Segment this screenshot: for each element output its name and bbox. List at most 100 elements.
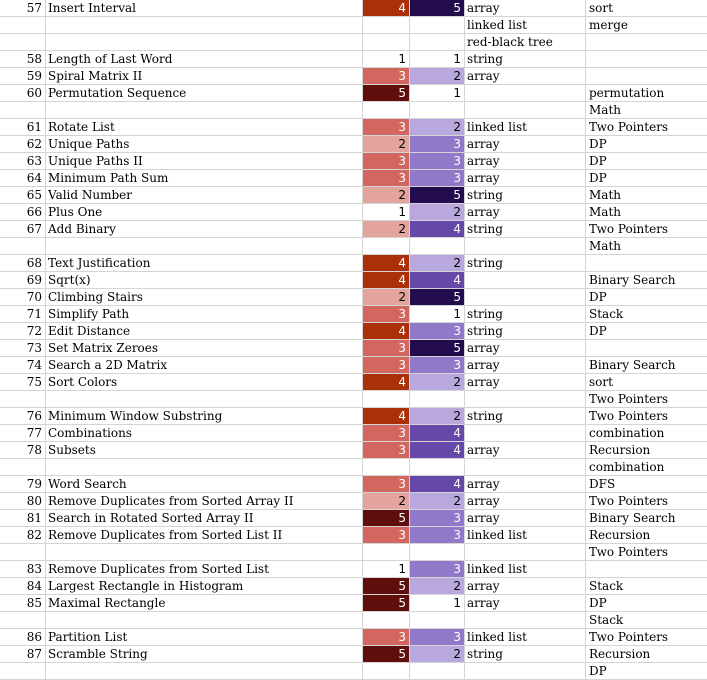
data-structure-cell[interactable]: array — [465, 493, 586, 510]
data-structure-cell[interactable]: array — [465, 374, 586, 391]
problem-name-cell[interactable]: Sqrt(x) — [46, 272, 363, 289]
algorithm-cell[interactable]: DP — [586, 595, 707, 612]
difficulty-cell[interactable]: 3 — [363, 306, 410, 323]
algorithm-cell[interactable] — [586, 34, 707, 51]
algorithm-cell[interactable] — [586, 340, 707, 357]
problem-number-cell[interactable] — [0, 663, 46, 680]
data-structure-cell[interactable]: string — [465, 51, 586, 68]
frequency-cell[interactable]: 4 — [410, 272, 465, 289]
algorithm-cell[interactable]: Two Pointers — [586, 493, 707, 510]
data-structure-cell[interactable]: linked list — [465, 527, 586, 544]
data-structure-cell[interactable]: array — [465, 510, 586, 527]
difficulty-cell[interactable]: 1 — [363, 204, 410, 221]
difficulty-cell[interactable] — [363, 544, 410, 561]
algorithm-cell[interactable]: Stack — [586, 612, 707, 629]
difficulty-cell[interactable]: 5 — [363, 578, 410, 595]
algorithm-cell[interactable]: DFS — [586, 476, 707, 493]
difficulty-cell[interactable]: 3 — [363, 153, 410, 170]
problem-number-cell[interactable]: 61 — [0, 119, 46, 136]
difficulty-cell[interactable]: 4 — [363, 0, 410, 17]
problem-name-cell[interactable]: Length of Last Word — [46, 51, 363, 68]
algorithm-cell[interactable]: Recursion — [586, 527, 707, 544]
problem-number-cell[interactable]: 59 — [0, 68, 46, 85]
frequency-cell[interactable] — [410, 34, 465, 51]
data-structure-cell[interactable]: string — [465, 408, 586, 425]
frequency-cell[interactable]: 3 — [410, 357, 465, 374]
problem-number-cell[interactable]: 84 — [0, 578, 46, 595]
data-structure-cell[interactable]: red-black tree — [465, 34, 586, 51]
difficulty-cell[interactable]: 3 — [363, 119, 410, 136]
difficulty-cell[interactable]: 3 — [363, 476, 410, 493]
problem-name-cell[interactable] — [46, 663, 363, 680]
frequency-cell[interactable]: 2 — [410, 204, 465, 221]
frequency-cell[interactable]: 2 — [410, 374, 465, 391]
problem-name-cell[interactable]: Set Matrix Zeroes — [46, 340, 363, 357]
algorithm-cell[interactable]: Two Pointers — [586, 408, 707, 425]
problem-number-cell[interactable]: 62 — [0, 136, 46, 153]
frequency-cell[interactable]: 3 — [410, 170, 465, 187]
problem-name-cell[interactable]: Minimum Path Sum — [46, 170, 363, 187]
frequency-cell[interactable] — [410, 544, 465, 561]
difficulty-cell[interactable]: 5 — [363, 85, 410, 102]
difficulty-cell[interactable]: 1 — [363, 51, 410, 68]
problem-number-cell[interactable]: 63 — [0, 153, 46, 170]
problem-number-cell[interactable]: 60 — [0, 85, 46, 102]
problem-number-cell[interactable]: 70 — [0, 289, 46, 306]
algorithm-cell[interactable]: combination — [586, 459, 707, 476]
algorithm-cell[interactable]: Two Pointers — [586, 391, 707, 408]
difficulty-cell[interactable] — [363, 17, 410, 34]
data-structure-cell[interactable] — [465, 612, 586, 629]
algorithm-cell[interactable]: DP — [586, 663, 707, 680]
frequency-cell[interactable]: 3 — [410, 629, 465, 646]
frequency-cell[interactable]: 3 — [410, 153, 465, 170]
problem-number-cell[interactable]: 86 — [0, 629, 46, 646]
problem-number-cell[interactable]: 65 — [0, 187, 46, 204]
frequency-cell[interactable]: 3 — [410, 561, 465, 578]
data-structure-cell[interactable] — [465, 425, 586, 442]
frequency-cell[interactable]: 1 — [410, 85, 465, 102]
data-structure-cell[interactable] — [465, 289, 586, 306]
algorithm-cell[interactable]: merge — [586, 17, 707, 34]
data-structure-cell[interactable]: string — [465, 255, 586, 272]
frequency-cell[interactable] — [410, 663, 465, 680]
frequency-cell[interactable]: 3 — [410, 510, 465, 527]
algorithm-cell[interactable]: DP — [586, 323, 707, 340]
data-structure-cell[interactable] — [465, 238, 586, 255]
problem-number-cell[interactable] — [0, 34, 46, 51]
problem-name-cell[interactable]: Search a 2D Matrix — [46, 357, 363, 374]
frequency-cell[interactable]: 2 — [410, 119, 465, 136]
algorithm-cell[interactable]: Stack — [586, 578, 707, 595]
problem-name-cell[interactable]: Sort Colors — [46, 374, 363, 391]
frequency-cell[interactable]: 5 — [410, 0, 465, 17]
problem-name-cell[interactable]: Scramble String — [46, 646, 363, 663]
problem-name-cell[interactable]: Remove Duplicates from Sorted List — [46, 561, 363, 578]
algorithm-cell[interactable] — [586, 255, 707, 272]
frequency-cell[interactable] — [410, 459, 465, 476]
problem-number-cell[interactable]: 73 — [0, 340, 46, 357]
problem-name-cell[interactable]: Insert Interval — [46, 0, 363, 17]
problem-name-cell[interactable] — [46, 238, 363, 255]
frequency-cell[interactable]: 4 — [410, 425, 465, 442]
algorithm-cell[interactable]: Math — [586, 238, 707, 255]
problem-name-cell[interactable] — [46, 544, 363, 561]
data-structure-cell[interactable]: array — [465, 68, 586, 85]
frequency-cell[interactable]: 3 — [410, 527, 465, 544]
problem-number-cell[interactable]: 87 — [0, 646, 46, 663]
difficulty-cell[interactable]: 5 — [363, 595, 410, 612]
problem-name-cell[interactable]: Unique Paths II — [46, 153, 363, 170]
difficulty-cell[interactable]: 2 — [363, 187, 410, 204]
problem-number-cell[interactable]: 66 — [0, 204, 46, 221]
problem-name-cell[interactable]: Largest Rectangle in Histogram — [46, 578, 363, 595]
difficulty-cell[interactable]: 5 — [363, 646, 410, 663]
difficulty-cell[interactable]: 4 — [363, 408, 410, 425]
problem-number-cell[interactable] — [0, 17, 46, 34]
difficulty-cell[interactable]: 3 — [363, 340, 410, 357]
algorithm-cell[interactable]: Two Pointers — [586, 119, 707, 136]
algorithm-cell[interactable]: permutation — [586, 85, 707, 102]
problem-number-cell[interactable]: 82 — [0, 527, 46, 544]
problem-number-cell[interactable]: 80 — [0, 493, 46, 510]
data-structure-cell[interactable]: array — [465, 340, 586, 357]
difficulty-cell[interactable]: 4 — [363, 323, 410, 340]
difficulty-cell[interactable] — [363, 391, 410, 408]
data-structure-cell[interactable] — [465, 85, 586, 102]
